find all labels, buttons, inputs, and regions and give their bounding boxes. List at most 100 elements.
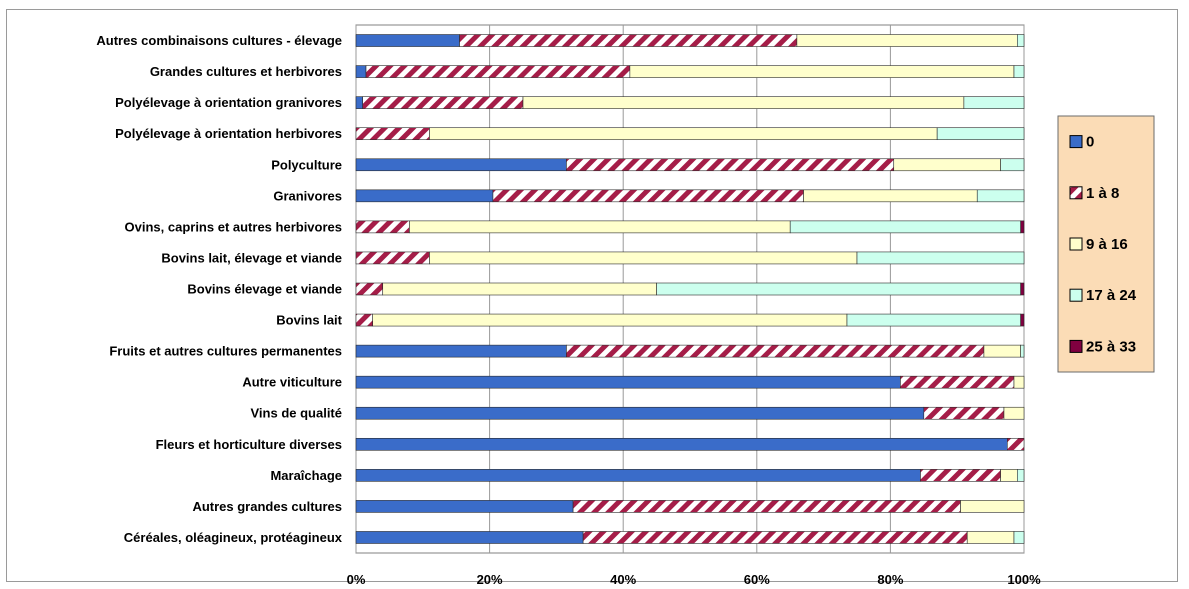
bar-segment-2 [355,282,384,296]
legend: 0 1 à 8 9 à 16 17 à 24 25 à 33 [1057,115,1155,373]
bar-segment-2 [362,96,524,109]
x-tick-label: 80% [877,572,903,587]
x-tick-label: 0% [347,572,366,587]
category-label: Grandes cultures et herbivores [150,64,342,79]
bar-segment-3 [409,220,791,234]
bar-segment-5 [1020,282,1025,296]
bar-segment-2 [566,344,985,358]
legend-label: 1 à 8 [1086,185,1119,202]
bar-segment-2 [900,375,1015,389]
category-label: Polyculture [271,157,342,172]
bar-segment-3 [1000,469,1018,482]
bar-segment-3 [796,34,1018,47]
bar-segment-3 [1003,406,1025,420]
bar-segment-4 [1013,65,1025,78]
legend-label: 25 à 33 [1086,338,1136,355]
bar-segment-5 [1020,313,1025,327]
category-label: Fleurs et horticulture diverses [156,437,342,452]
category-label: Ovins, caprins et autres herbivores [125,219,342,234]
bar-segment-3 [429,251,858,265]
bar-segment-3 [372,313,848,327]
bar-segment-4 [1017,469,1025,482]
bar-segment-2 [365,65,631,78]
bar-segment-2 [566,158,895,172]
bar-segment-1 [355,437,1008,451]
bar-segment-1 [355,344,567,358]
bar-segment-3 [629,65,1015,78]
bar-segment-2 [1006,437,1025,451]
category-label: Bovins lait, élevage et viande [161,250,342,265]
category-label: Bovins lait [276,313,342,328]
bar-segment-2 [582,531,968,544]
legend-swatch [1069,237,1083,251]
bar-segment-1 [355,189,494,203]
bar-segment-1 [355,34,460,47]
category-label: Céréales, oléagineux, protéagineux [124,530,343,545]
legend-swatch [1069,135,1083,149]
bar-segment-3 [382,282,657,296]
legend-label: 0 [1086,134,1094,151]
bar-segment-2 [920,469,1001,482]
legend-swatch [1069,186,1083,200]
bar-segment-2 [492,189,804,203]
chart-frame [6,9,1178,582]
category-label: Polyélevage à orientation granivores [115,95,342,110]
bar-segment-4 [1000,158,1025,172]
bar-segment-1 [355,96,363,109]
bar-segment-2 [923,406,1005,420]
bar-segment-1 [355,500,574,513]
bar-segment-2 [355,220,410,234]
bar-segment-4 [846,313,1021,327]
bar-segment-4 [936,127,1025,141]
bar-segment-4 [963,96,1025,109]
bar-segment-5 [1020,220,1025,234]
bars [355,34,1025,544]
category-label: Maraîchage [270,468,342,483]
bar-segment-3 [893,158,1001,172]
x-tick-label: 20% [477,572,503,587]
bar-segment-4 [1017,34,1025,47]
bar-segment-2 [355,251,430,265]
category-label: Autre viticulture [242,375,342,390]
legend-swatch [1069,288,1083,302]
x-tick-label: 60% [744,572,770,587]
bar-segment-1 [355,406,925,420]
bar-segment-1 [355,531,584,544]
bar-segment-2 [572,500,961,513]
bar-segment-4 [1013,531,1025,544]
bar-segment-3 [522,96,965,109]
legend-label: 17 à 24 [1086,287,1137,304]
bar-segment-3 [1013,375,1025,389]
bar-segment-1 [355,65,367,78]
bar-segment-4 [789,220,1021,234]
category-label: Bovins élevage et viande [187,282,342,297]
legend-swatch [1069,339,1083,353]
bar-segment-3 [429,127,938,141]
category-label: Granivores [273,188,342,203]
category-label: Vins de qualité [250,406,342,421]
x-tick-label: 40% [610,572,636,587]
bar-segment-1 [355,469,921,482]
bar-segment-4 [976,189,1025,203]
bar-segment-2 [459,34,798,47]
bar-segment-1 [355,375,901,389]
bar-segment-4 [1020,344,1025,358]
category-label: Autres grandes cultures [192,499,342,514]
x-tick-label: 100% [1007,572,1041,587]
bar-segment-3 [966,531,1015,544]
category-labels: Autres combinaisons cultures - élevage Gr… [96,33,342,545]
x-axis-ticks: 0% 20% 40% 60% 80% 100% [347,572,1041,587]
legend-label: 9 à 16 [1086,236,1128,253]
bar-segment-3 [803,189,978,203]
category-label: Fruits et autres cultures permanentes [109,344,342,359]
bar-segment-4 [656,282,1021,296]
category-label: Autres combinaisons cultures - élevage [96,33,342,48]
bar-segment-2 [355,313,374,327]
bar-segment-3 [960,500,1025,513]
bar-segment-2 [355,127,430,141]
bar-segment-1 [355,158,567,172]
bar-segment-4 [856,251,1025,265]
category-label: Polyélevage à orientation herbivores [115,126,342,141]
